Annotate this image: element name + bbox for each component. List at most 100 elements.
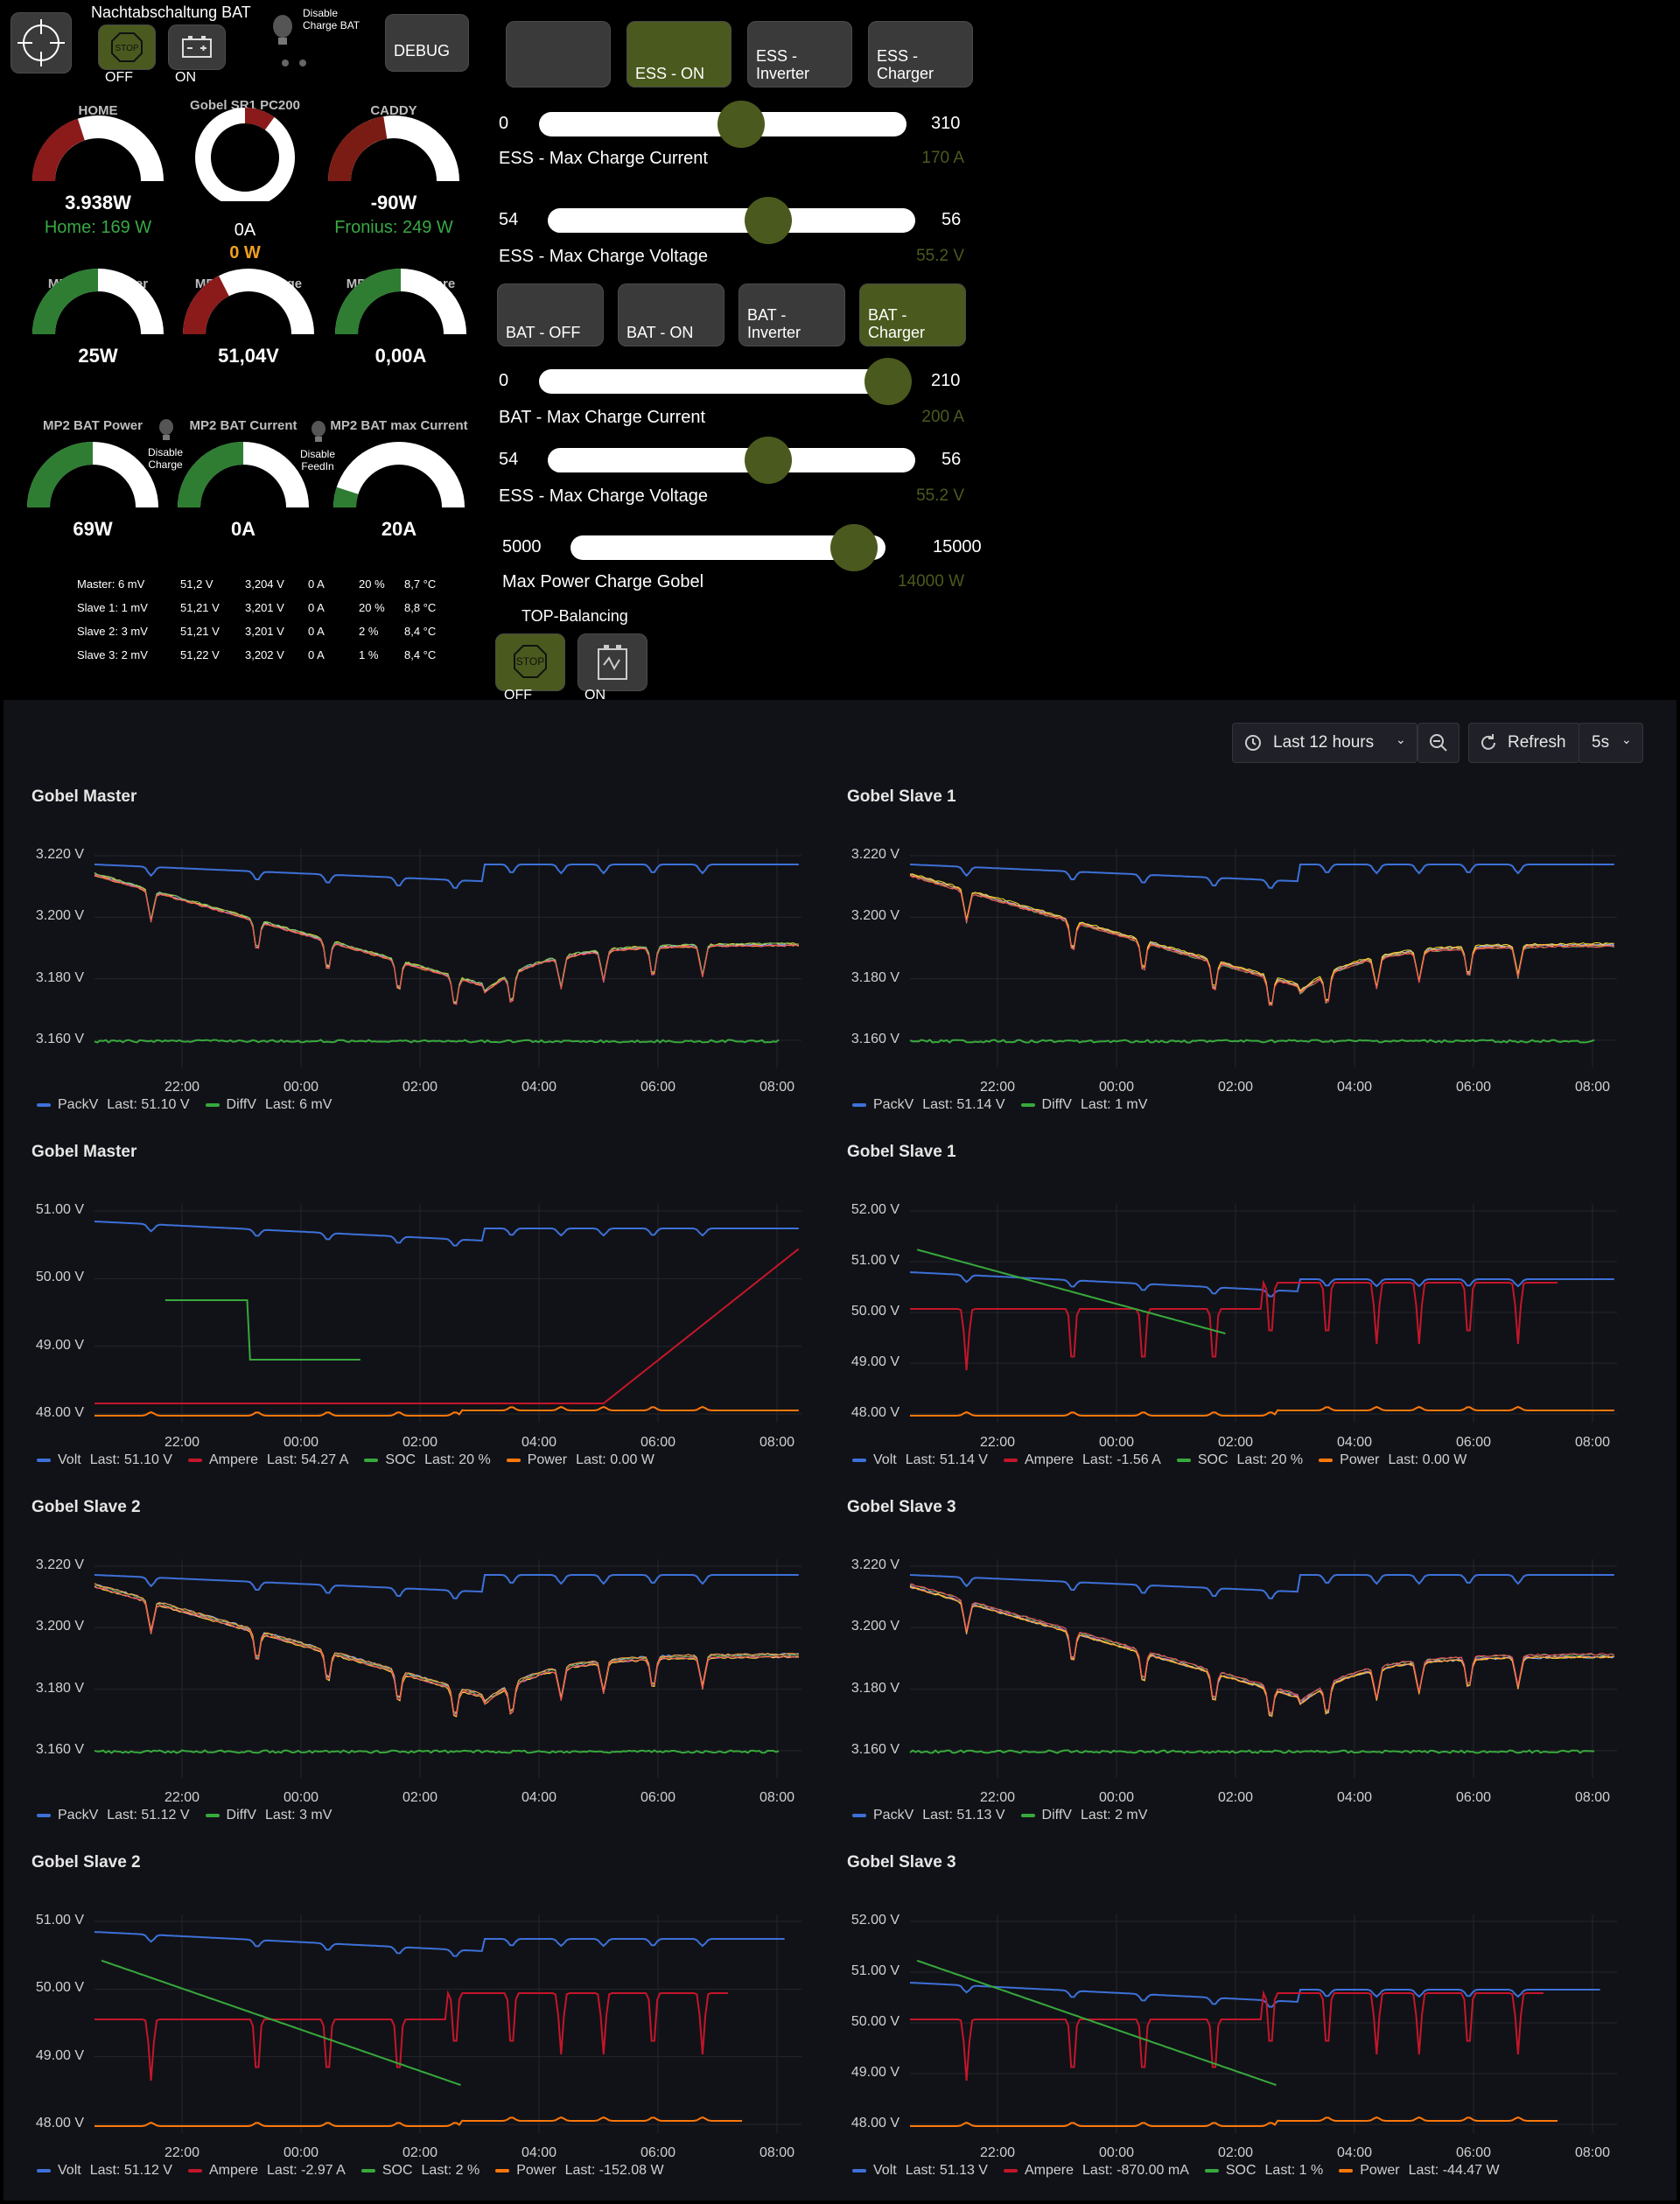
legend-name: Ampere [208,2163,259,2178]
series-power [910,2116,1558,2127]
nacht-on-button[interactable] [168,24,226,70]
legend-item-1[interactable]: DiffV Last: 3 mV [205,1808,332,1823]
panel-2-ytick-0: 51.00 V [35,1202,84,1217]
disable-charge-icon[interactable] [156,418,177,444]
debug-button[interactable]: DEBUG [385,14,469,72]
bulb-small-icon [282,59,306,66]
series-cell-0 [94,874,799,1004]
slider-3-value: 55.2 V [916,486,964,505]
gauge-bat_max-value: 20A [381,518,417,540]
legend-last: Last: 51.13 V [922,1808,1005,1823]
time-range-picker[interactable]: Last 12 hours ⌄ [1232,723,1418,763]
gauge-bat_current-value: 0A [230,518,256,540]
legend-item-0[interactable]: PackV Last: 51.14 V [852,1097,1005,1112]
legend-last: Last: 54.27 A [267,1452,349,1467]
legend-item-2[interactable]: SOC Last: 1 % [1204,2163,1323,2178]
panel-2-ytick-1: 50.00 V [35,1270,84,1285]
ess-on-label: ESS - ON [635,65,705,82]
legend-item-3[interactable]: Power Last: 0.00 W [1319,1452,1466,1467]
series-cell-2 [909,873,1614,1004]
bat-inverter-button[interactable]: BAT - Inverter [738,283,845,346]
slider-2-knob[interactable] [864,358,912,405]
legend-item-0[interactable]: PackV Last: 51.13 V [852,1808,1005,1823]
bat-inverter-label: BAT - Inverter [747,306,802,341]
bms-cell-3-1: 51,22 V [180,648,220,661]
panel-4-ytick-2: 3.180 V [35,1680,84,1696]
legend-item-0[interactable]: Volt Last: 51.10 V [37,1452,172,1467]
zoom-out-button[interactable] [1418,723,1460,763]
legend-item-3[interactable]: Power Last: -152.08 W [495,2163,664,2178]
bat-charger-button[interactable]: BAT - Charger [859,283,966,346]
chevron-down-icon: ⌄ [1396,732,1406,746]
panel-3-legend: Volt Last: 51.14 V Ampere Last: -1.56 A SOC L… [852,1452,1482,1468]
legend-swatch [852,1813,866,1817]
series-cell-5 [94,874,799,1005]
slider-4-knob[interactable] [830,524,878,571]
legend-name: PackV [58,1097,99,1112]
panel-6-xtick-5: 08:00 [759,2145,795,2160]
panel-5-ytick-0: 3.220 V [850,1557,900,1572]
ess-charger-button[interactable]: ESS - Charger [868,21,973,87]
gauge-fill [332,486,359,508]
slider-3-knob[interactable] [745,437,792,484]
series-cell-3 [909,1584,1614,1715]
ess-on-button[interactable]: ESS - ON [626,21,732,87]
top-balancing-on-button[interactable] [578,633,648,691]
legend-name: PackV [873,1097,914,1112]
refresh-interval-picker[interactable]: 5s ⌄ [1578,723,1643,763]
panel-6-ytick-3: 48.00 V [35,2116,84,2131]
series-cell-0 [909,1585,1614,1716]
bms-cell-0-2: 3,204 V [245,577,284,591]
panel-7-xtick-2: 02:00 [1217,2145,1254,2160]
top-balancing-off-button[interactable]: STOP [495,633,565,691]
legend-item-0[interactable]: PackV Last: 51.12 V [37,1808,190,1823]
bulb-icon[interactable] [268,12,298,56]
legend-item-0[interactable]: Volt Last: 51.14 V [852,1452,988,1467]
slider-3-track[interactable] [548,448,915,472]
legend-item-3[interactable]: Power Last: 0.00 W [506,1452,654,1467]
legend-item-2[interactable]: SOC Last: 20 % [364,1452,491,1467]
legend-item-1[interactable]: DiffV Last: 6 mV [205,1097,332,1112]
crosshair-button[interactable] [10,12,72,73]
series-diffv [94,1749,780,1754]
refresh-button[interactable]: Refresh [1468,723,1580,763]
legend-item-0[interactable]: Volt Last: 51.13 V [852,2163,988,2178]
bat-off-label: BAT - OFF [506,324,581,341]
bat-off-button[interactable]: BAT - OFF [497,283,604,346]
chevron-down-icon: ⌄ [1621,732,1632,746]
slider-2-track[interactable] [539,369,906,394]
legend-item-1[interactable]: Ampere Last: -1.56 A [1003,1452,1161,1467]
legend-item-1[interactable]: DiffV Last: 2 mV [1020,1808,1147,1823]
legend-item-1[interactable]: Ampere Last: -2.97 A [187,2163,346,2178]
legend-item-1[interactable]: DiffV Last: 1 mV [1020,1097,1147,1112]
panel-4-title: Gobel Slave 2 [32,1498,141,1516]
panel-6-xtick-0: 22:00 [164,2145,200,2160]
legend-item-2[interactable]: SOC Last: 2 % [360,2163,480,2178]
nacht-off-button[interactable]: STOP [98,24,156,70]
ess-blank-button[interactable] [506,21,611,87]
slider-2-value: 200 A [921,408,964,426]
panel-3-xtick-3: 04:00 [1336,1435,1373,1450]
panel-5-xtick-4: 06:00 [1455,1790,1492,1805]
bat-on-button[interactable]: BAT - ON [618,283,724,346]
legend-last: Last: 0.00 W [576,1452,654,1467]
slider-0-knob[interactable] [718,101,765,148]
legend-item-1[interactable]: Ampere Last: 54.27 A [187,1452,349,1467]
legend-item-0[interactable]: Volt Last: 51.12 V [37,2163,172,2178]
legend-name: SOC [1197,1452,1228,1467]
slider-2-label: BAT - Max Charge Current [499,408,706,427]
zoom-out-icon [1430,734,1447,752]
panel-1-title: Gobel Slave 1 [847,787,956,806]
gauge-home-sub: Home: 169 W [44,218,152,237]
legend-item-3[interactable]: Power Last: -44.47 W [1339,2163,1500,2178]
ess-inverter-button[interactable]: ESS - Inverter [747,21,852,87]
legend-item-1[interactable]: Ampere Last: -870.00 mA [1003,2163,1189,2178]
bat-charger-label: BAT - Charger [868,306,926,341]
disable-feedin-icon[interactable] [308,420,329,446]
slider-1-knob[interactable] [745,197,792,244]
panel-5-title: Gobel Slave 3 [847,1498,956,1516]
legend-item-2[interactable]: SOC Last: 20 % [1176,1452,1303,1467]
panel-1-xtick-3: 04:00 [1336,1080,1373,1095]
slider-1-track[interactable] [548,208,915,233]
legend-item-0[interactable]: PackV Last: 51.10 V [37,1097,190,1112]
